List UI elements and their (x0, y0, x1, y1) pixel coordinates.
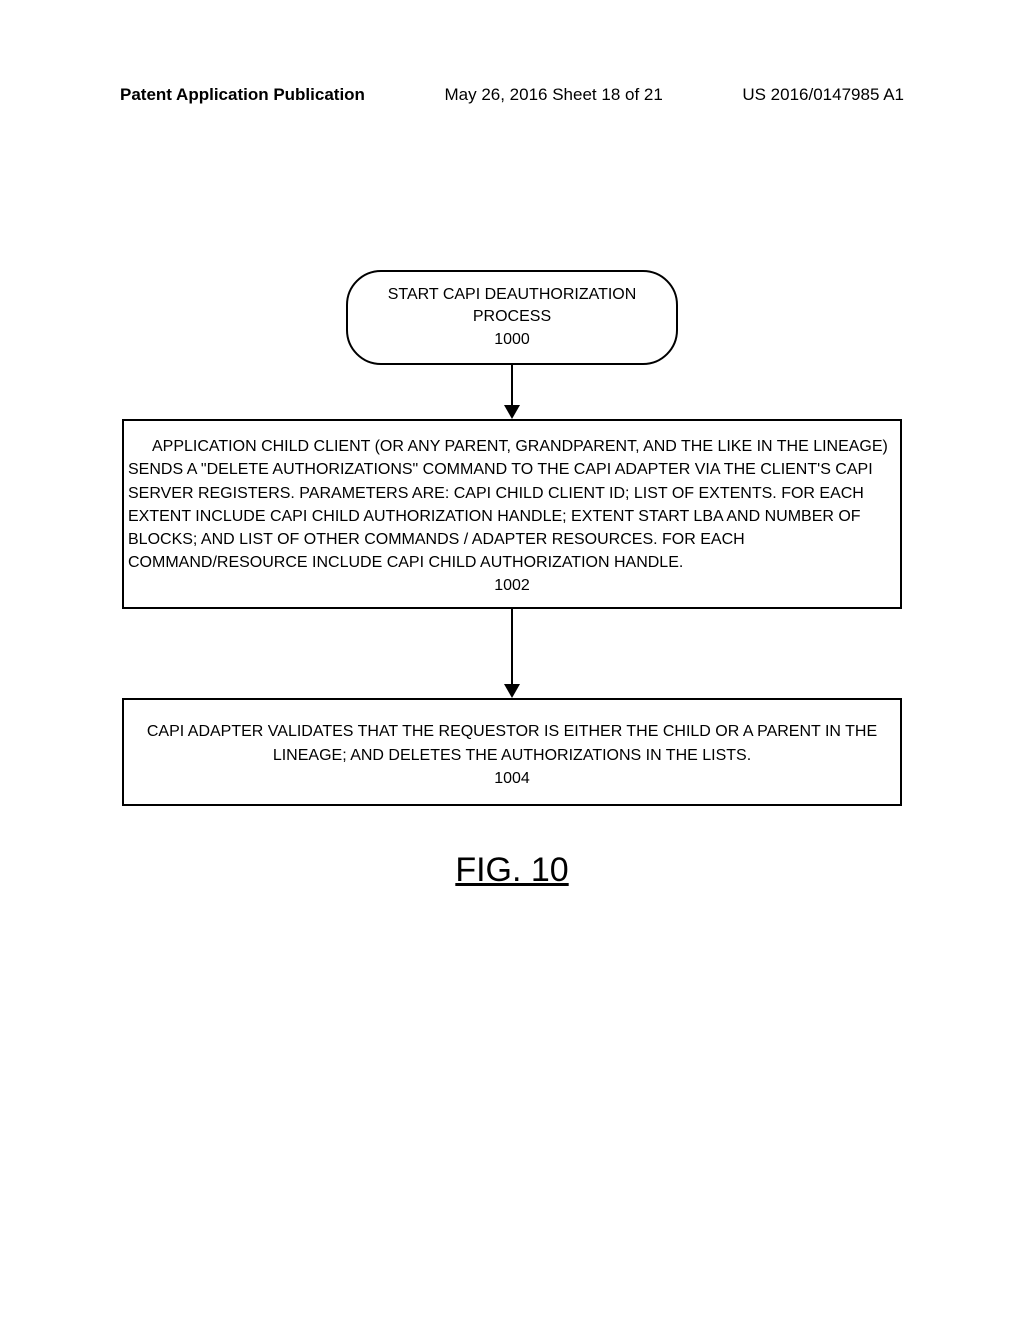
start-line-1: START CAPI DEAUTHORIZATION (388, 284, 637, 306)
start-number: 1000 (388, 329, 637, 351)
arrow-head-icon (504, 405, 520, 419)
step-1002-text: APPLICATION CHILD CLIENT (OR ANY PARENT,… (128, 435, 896, 574)
step-1002-number: 1002 (128, 574, 896, 597)
process-step-1002: APPLICATION CHILD CLIENT (OR ANY PARENT,… (122, 419, 902, 609)
start-terminator: START CAPI DEAUTHORIZATION PROCESS 1000 (346, 270, 679, 365)
header-patent-number: US 2016/0147985 A1 (742, 85, 904, 105)
header-date-sheet: May 26, 2016 Sheet 18 of 21 (444, 85, 662, 105)
page-header: Patent Application Publication May 26, 2… (0, 85, 1024, 105)
arrow-1 (504, 365, 520, 419)
start-line-2: PROCESS (388, 306, 637, 328)
arrow-2 (504, 609, 520, 698)
figure-label: FIG. 10 (455, 851, 568, 890)
step-1004-text: CAPI ADAPTER VALIDATES THAT THE REQUESTO… (138, 720, 886, 766)
step-1004-number: 1004 (138, 767, 886, 790)
arrow-line (511, 609, 513, 684)
arrow-head-icon (504, 684, 520, 698)
process-step-1004: CAPI ADAPTER VALIDATES THAT THE REQUESTO… (122, 698, 902, 806)
header-publication: Patent Application Publication (120, 85, 365, 105)
flowchart-diagram: START CAPI DEAUTHORIZATION PROCESS 1000 … (0, 270, 1024, 890)
arrow-line (511, 365, 513, 405)
